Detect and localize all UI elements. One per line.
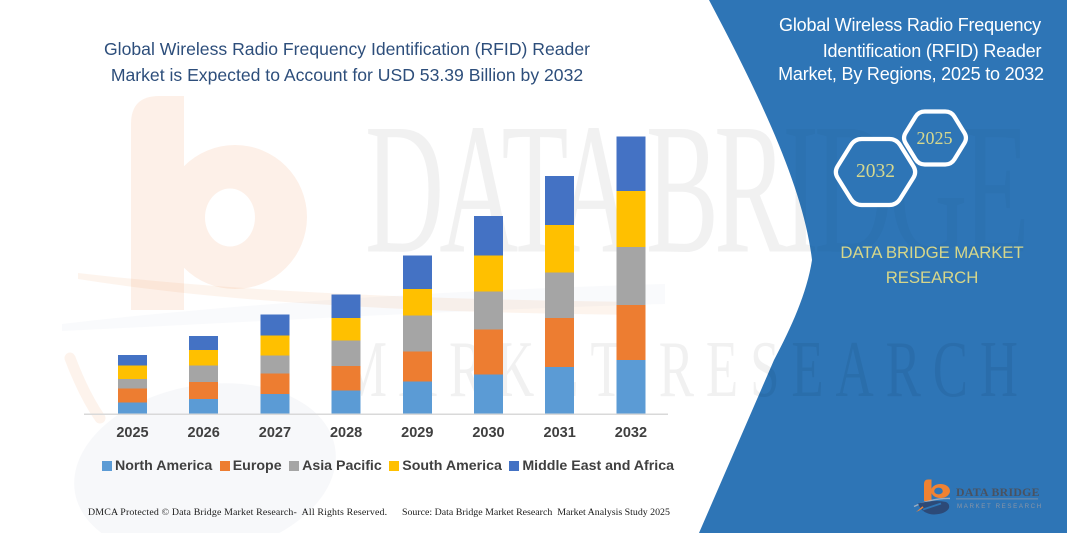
svg-text:DATA BRIDGE: DATA BRIDGE	[956, 485, 1040, 499]
svg-text:MARKET RESEARCH: MARKET RESEARCH	[957, 503, 1043, 510]
